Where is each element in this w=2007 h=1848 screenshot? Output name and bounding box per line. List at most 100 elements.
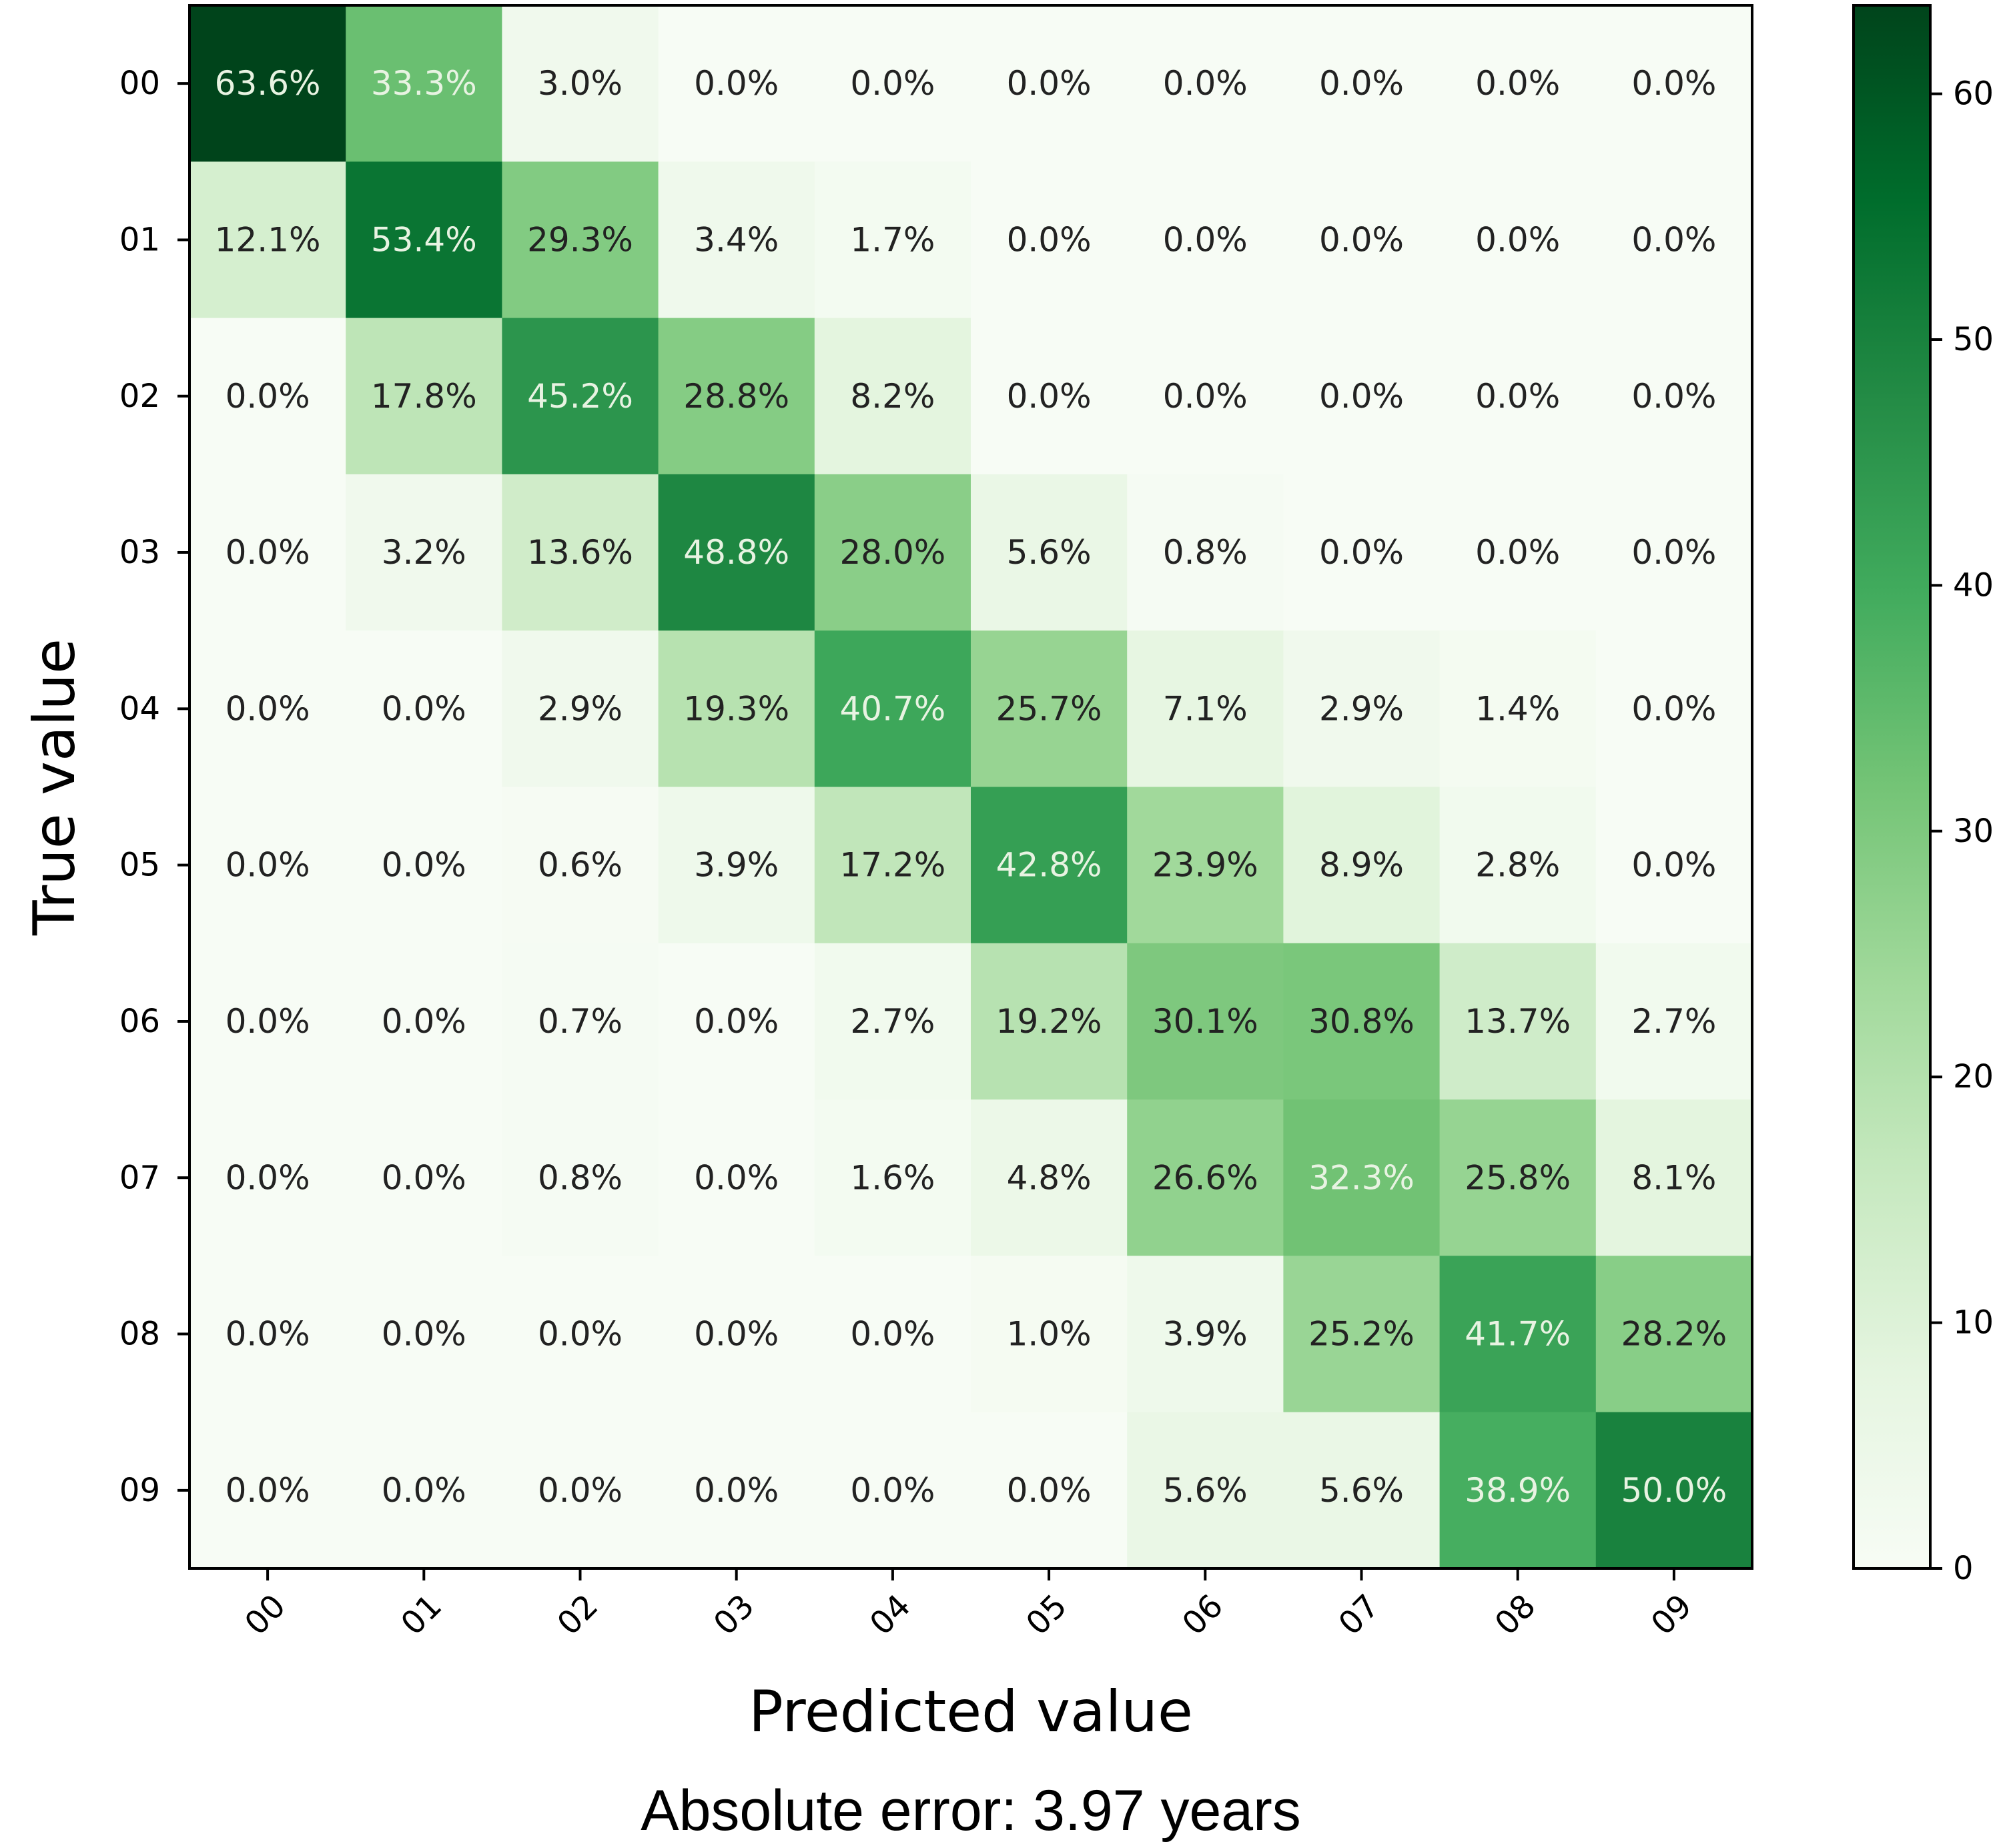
y-tick-label: 04 bbox=[119, 690, 160, 727]
cell-value-label: 0.0% bbox=[226, 846, 310, 885]
x-tick-label: 03 bbox=[707, 1587, 762, 1643]
cell-value-label: 0.0% bbox=[538, 1471, 623, 1510]
cell-value-label: 0.0% bbox=[382, 1471, 466, 1510]
heatmap-cell bbox=[971, 318, 1128, 475]
y-tick-label: 00 bbox=[119, 65, 160, 102]
heatmap-cell bbox=[814, 1256, 971, 1413]
cell-value-label: 0.0% bbox=[1631, 377, 1716, 416]
cell-value-label: 0.0% bbox=[1163, 220, 1248, 259]
heatmap-cell bbox=[346, 1256, 502, 1413]
cell-value-label: 17.2% bbox=[839, 846, 945, 885]
cell-value-label: 0.0% bbox=[1007, 377, 1092, 416]
cell-value-label: 63.6% bbox=[215, 64, 321, 103]
heatmap-cell bbox=[1127, 5, 1284, 162]
y-tick-label: 01 bbox=[119, 221, 160, 258]
colorbar-tick-label: 60 bbox=[1953, 75, 1994, 113]
heatmap-cell bbox=[1595, 1412, 1753, 1569]
x-axis-ticks: 00 01 02 03 04 05 06 07 08 09 bbox=[238, 1568, 1699, 1643]
cell-value-label: 0.8% bbox=[1163, 533, 1248, 572]
heatmap-cell bbox=[189, 5, 346, 162]
x-axis-label: Predicted value bbox=[749, 1679, 1193, 1745]
cell-value-label: 7.1% bbox=[1163, 689, 1248, 728]
cell-value-label: 0.0% bbox=[694, 1002, 779, 1041]
heatmap-cell bbox=[502, 943, 659, 1100]
y-tick-label: 05 bbox=[119, 847, 160, 884]
heatmap-cell bbox=[971, 161, 1128, 319]
heatmap-cell bbox=[1439, 1099, 1597, 1256]
cell-value-label: 0.0% bbox=[538, 1315, 623, 1354]
heatmap-cell bbox=[814, 1099, 971, 1256]
cell-value-label: 25.2% bbox=[1308, 1315, 1415, 1354]
heatmap-cell bbox=[1595, 474, 1753, 631]
heatmap-cell bbox=[1595, 161, 1753, 319]
cell-value-label: 23.9% bbox=[1152, 846, 1258, 885]
heatmap-cell bbox=[189, 1256, 346, 1413]
cell-value-label: 2.7% bbox=[850, 1002, 935, 1041]
cell-value-label: 3.4% bbox=[694, 220, 779, 259]
colorbar-tick-label: 30 bbox=[1953, 813, 1994, 850]
heatmap-cell bbox=[1283, 1412, 1441, 1569]
heatmap-cell bbox=[814, 318, 971, 475]
y-tick-label: 08 bbox=[119, 1316, 160, 1353]
cell-value-label: 0.0% bbox=[1631, 846, 1716, 885]
x-tick-label: 09 bbox=[1644, 1587, 1699, 1643]
cell-value-label: 5.6% bbox=[1007, 533, 1092, 572]
cell-value-label: 50.0% bbox=[1621, 1471, 1727, 1510]
colorbar-tick-label: 20 bbox=[1953, 1058, 1994, 1095]
heatmap-cell bbox=[971, 630, 1128, 788]
heatmap-cell bbox=[658, 787, 815, 944]
cell-value-label: 3.9% bbox=[1163, 1315, 1248, 1354]
colorbar-tick-label: 40 bbox=[1953, 566, 1994, 604]
heatmap-cell bbox=[971, 1256, 1128, 1413]
cell-value-label: 42.8% bbox=[996, 846, 1102, 885]
cell-value-label: 0.0% bbox=[226, 1158, 310, 1197]
heatmap-cell bbox=[346, 943, 502, 1100]
cell-value-label: 2.9% bbox=[1319, 689, 1404, 728]
cell-value-label: 0.0% bbox=[1475, 377, 1560, 416]
heatmap-cell bbox=[502, 5, 659, 162]
cell-value-label: 13.7% bbox=[1465, 1002, 1571, 1041]
heatmap-cell bbox=[346, 1099, 502, 1256]
cell-value-label: 0.0% bbox=[226, 533, 310, 572]
heatmap-cell bbox=[814, 630, 971, 788]
heatmap-cell bbox=[189, 630, 346, 788]
heatmap-cell bbox=[1595, 1099, 1753, 1256]
x-tick-label: 05 bbox=[1019, 1587, 1074, 1643]
heatmap-cell bbox=[814, 474, 971, 631]
heatmap-cell bbox=[1439, 1412, 1597, 1569]
cell-value-label: 0.0% bbox=[1007, 220, 1092, 259]
cell-value-label: 0.0% bbox=[382, 689, 466, 728]
heatmap-cell bbox=[1283, 630, 1441, 788]
cell-value-label: 0.0% bbox=[1319, 64, 1404, 103]
heatmap-cell bbox=[189, 787, 346, 944]
heatmap-cell bbox=[1595, 318, 1753, 475]
cell-value-label: 28.8% bbox=[683, 377, 789, 416]
cell-value-label: 8.9% bbox=[1319, 846, 1404, 885]
cell-value-label: 2.9% bbox=[538, 689, 623, 728]
heatmap-cell bbox=[658, 474, 815, 631]
heatmap-cell bbox=[346, 5, 502, 162]
cell-value-label: 0.0% bbox=[694, 1315, 779, 1354]
cell-value-label: 8.1% bbox=[1631, 1158, 1716, 1197]
heatmap-cell bbox=[971, 5, 1128, 162]
heatmap-cell bbox=[189, 161, 346, 319]
cell-value-label: 12.1% bbox=[215, 220, 321, 259]
cell-value-label: 19.2% bbox=[996, 1002, 1102, 1041]
cell-value-label: 17.8% bbox=[371, 377, 477, 416]
heatmap-cell bbox=[189, 1099, 346, 1256]
heatmap-cell bbox=[1127, 474, 1284, 631]
cell-value-label: 1.0% bbox=[1007, 1315, 1092, 1354]
cell-value-label: 1.7% bbox=[850, 220, 935, 259]
cell-value-label: 1.4% bbox=[1475, 689, 1560, 728]
heatmap-cell bbox=[658, 161, 815, 319]
heatmap-cell bbox=[346, 787, 502, 944]
x-tick-label: 04 bbox=[863, 1587, 918, 1643]
x-tick-label: 07 bbox=[1332, 1587, 1387, 1643]
heatmap-cell bbox=[502, 1099, 659, 1256]
cell-value-label: 3.2% bbox=[382, 533, 466, 572]
y-axis-label: True value bbox=[21, 638, 88, 936]
cell-value-label: 8.2% bbox=[850, 377, 935, 416]
colorbar bbox=[1852, 4, 1932, 1570]
heatmap-cell bbox=[189, 318, 346, 475]
